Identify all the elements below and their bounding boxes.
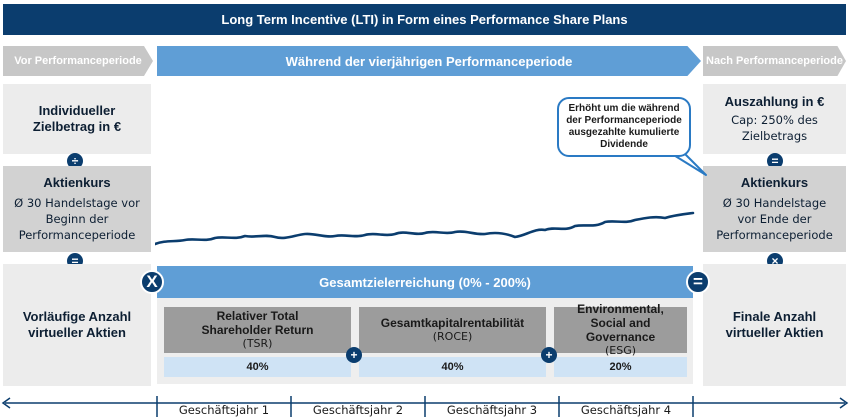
start-share-price-text: Ø 30 Handelstage vor Beginn der Performa… bbox=[14, 196, 140, 242]
divide-operator: ÷ bbox=[67, 153, 83, 169]
timeline bbox=[1, 396, 849, 417]
phase-during-arrow: Während der vierjährigen Performanceperi… bbox=[157, 46, 701, 76]
kpi-roce-name: Gesamtkapitalrentabilität bbox=[380, 316, 525, 330]
phase-after-arrow: Nach Performanceperiode bbox=[703, 46, 846, 76]
end-share-price-box: Aktienkurs Ø 30 Handelstage vor Ende der… bbox=[703, 166, 846, 252]
kpi-tsr-name: Relativer Total Shareholder Return bbox=[201, 309, 314, 337]
end-share-price-text: Ø 30 Handelstage vor Ende der Performanc… bbox=[716, 196, 833, 242]
kpi-roce-abbr: (ROCE) bbox=[432, 330, 473, 343]
target-amount-box: Individueller Zielbetrag in € bbox=[3, 84, 151, 154]
share-price-curve bbox=[155, 211, 695, 246]
kpi-esg-header: Environmental, Social and Governance (ES… bbox=[554, 302, 687, 357]
diagram-title: Long Term Incentive (LTI) in Form eines … bbox=[3, 4, 846, 35]
kpi-tsr-header: Relativer Total Shareholder Return (TSR) bbox=[164, 307, 351, 353]
kpi-tsr-abbr: (TSR) bbox=[242, 337, 273, 350]
share-price-line bbox=[155, 211, 695, 246]
plus-operator-1: + bbox=[346, 347, 362, 363]
target-amount-title: Individueller Zielbetrag in € bbox=[32, 103, 122, 134]
plus-operator-2: + bbox=[541, 347, 557, 363]
timeline-arrow-left bbox=[1, 397, 11, 409]
payout-cap-text: Cap: 250% des Zielbetrags bbox=[731, 113, 818, 143]
kpi-esg-name: Environmental, Social and Governance bbox=[577, 302, 664, 344]
equals-operator-right: = bbox=[767, 153, 783, 169]
payout-box: Auszahlung in € Cap: 250% des Zielbetrag… bbox=[703, 84, 846, 154]
preliminary-shares-box: Vorläufige Anzahl virtueller Aktien bbox=[3, 264, 151, 386]
total-achievement-bar: Gesamtzielerreichung (0% - 200%) bbox=[157, 266, 693, 298]
kpi-roce-weight: 40% bbox=[359, 357, 546, 377]
final-shares-title: Finale Anzahl virtueller Aktien bbox=[725, 309, 824, 340]
fiscal-year-3: Geschäftsjahr 3 bbox=[446, 403, 538, 417]
fiscal-year-1: Geschäftsjahr 1 bbox=[178, 403, 270, 417]
end-share-price-title: Aktienkurs bbox=[740, 175, 809, 190]
kpi-esg-abbr: (ESG) bbox=[604, 344, 637, 357]
kpi-esg-weight: 20% bbox=[554, 357, 687, 377]
equals-operator-result: = bbox=[686, 270, 710, 294]
preliminary-shares-title: Vorläufige Anzahl virtueller Aktien bbox=[22, 309, 132, 340]
dividend-callout: Erhöht um die während der Performanceper… bbox=[557, 97, 691, 157]
timeline-arrow-right bbox=[839, 397, 849, 409]
fiscal-year-2: Geschäftsjahr 2 bbox=[312, 403, 404, 417]
kpi-tsr-weight: 40% bbox=[164, 357, 351, 377]
multiply-operator: X bbox=[140, 270, 164, 294]
phase-before-arrow: Vor Performanceperiode bbox=[3, 46, 153, 76]
kpi-roce-header: Gesamtkapitalrentabilität (ROCE) bbox=[359, 307, 546, 353]
dividend-callout-text: Erhöht um die während der Performanceper… bbox=[566, 103, 682, 150]
payout-title: Auszahlung in € bbox=[724, 94, 825, 109]
fiscal-year-4: Geschäftsjahr 4 bbox=[580, 403, 672, 417]
start-share-price-title: Aktienkurs bbox=[43, 175, 111, 190]
start-share-price-box: Aktienkurs Ø 30 Handelstage vor Beginn d… bbox=[3, 166, 151, 252]
final-shares-box: Finale Anzahl virtueller Aktien bbox=[703, 264, 846, 386]
